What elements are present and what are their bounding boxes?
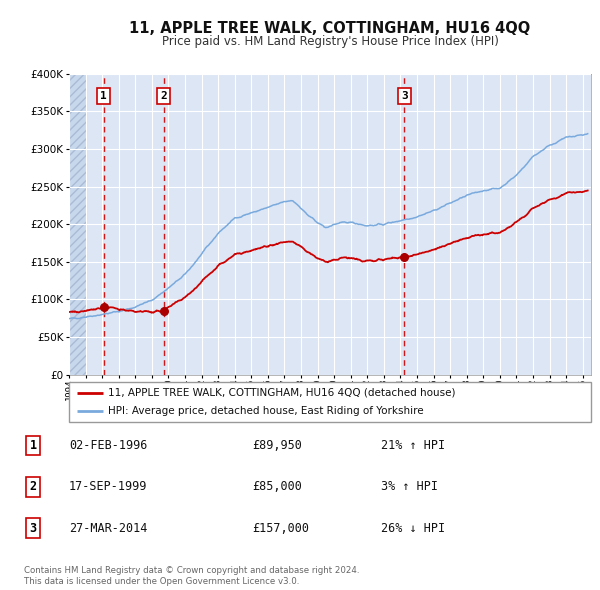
Text: Contains HM Land Registry data © Crown copyright and database right 2024.: Contains HM Land Registry data © Crown c… [24, 566, 359, 575]
Text: 21% ↑ HPI: 21% ↑ HPI [381, 439, 445, 452]
Text: 3: 3 [29, 522, 37, 535]
Text: Price paid vs. HM Land Registry's House Price Index (HPI): Price paid vs. HM Land Registry's House … [161, 35, 499, 48]
Text: 3% ↑ HPI: 3% ↑ HPI [381, 480, 438, 493]
Text: £157,000: £157,000 [252, 522, 309, 535]
Text: 27-MAR-2014: 27-MAR-2014 [69, 522, 148, 535]
Text: 02-FEB-1996: 02-FEB-1996 [69, 439, 148, 452]
Text: 11, APPLE TREE WALK, COTTINGHAM, HU16 4QQ (detached house): 11, APPLE TREE WALK, COTTINGHAM, HU16 4Q… [108, 388, 455, 398]
Text: 2: 2 [29, 480, 37, 493]
Text: 1: 1 [29, 439, 37, 452]
Text: £85,000: £85,000 [252, 480, 302, 493]
FancyBboxPatch shape [69, 382, 591, 422]
Text: This data is licensed under the Open Government Licence v3.0.: This data is licensed under the Open Gov… [24, 577, 299, 586]
Bar [69, 74, 86, 375]
Text: 17-SEP-1999: 17-SEP-1999 [69, 480, 148, 493]
Bar [69, 74, 86, 375]
Text: 11, APPLE TREE WALK, COTTINGHAM, HU16 4QQ: 11, APPLE TREE WALK, COTTINGHAM, HU16 4Q… [130, 21, 530, 35]
Text: £89,950: £89,950 [252, 439, 302, 452]
Text: 2: 2 [160, 91, 167, 101]
Text: 26% ↓ HPI: 26% ↓ HPI [381, 522, 445, 535]
Text: 1: 1 [100, 91, 107, 101]
Text: HPI: Average price, detached house, East Riding of Yorkshire: HPI: Average price, detached house, East… [108, 406, 424, 416]
Text: 3: 3 [401, 91, 408, 101]
